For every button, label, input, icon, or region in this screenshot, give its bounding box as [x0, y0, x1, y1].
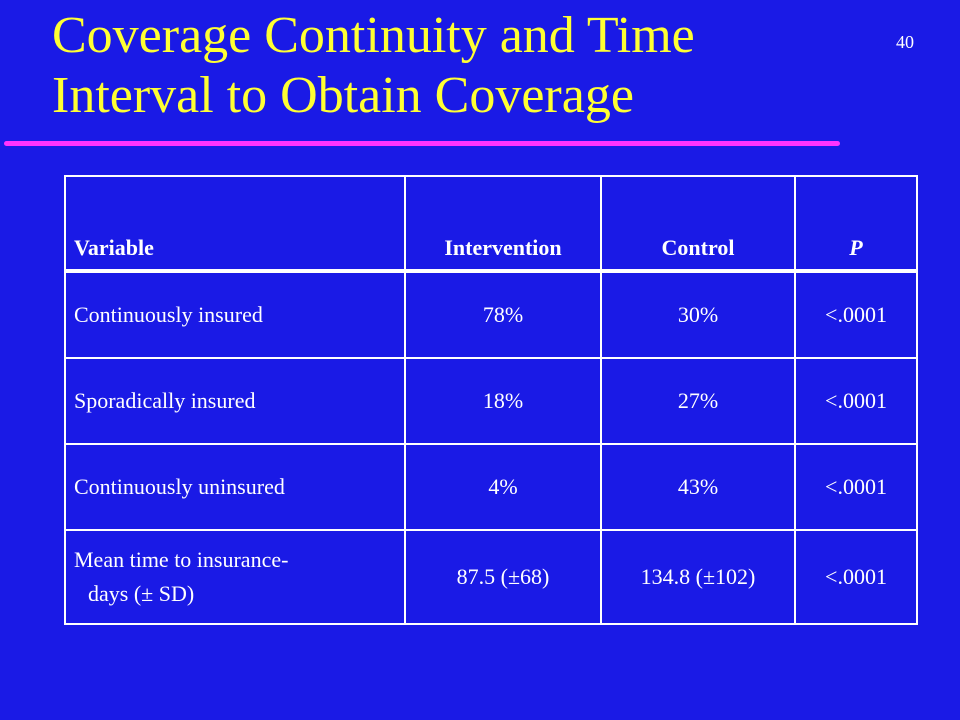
cell-p-value: <.0001: [794, 529, 918, 625]
slide-number: 40: [896, 32, 914, 52]
cell-variable-line-2: days (± SD): [88, 581, 195, 606]
slide-title-line-2: Interval to Obtain Coverage: [52, 67, 634, 124]
cell-variable: Mean time to insurance- days (± SD): [64, 529, 406, 625]
table-row: Mean time to insurance- days (± SD) 87.5…: [64, 529, 918, 625]
header-p-value: P: [794, 175, 918, 273]
cell-control: 134.8 (±102): [600, 529, 796, 625]
title-underline: [4, 141, 840, 146]
cell-p-value: <.0001: [794, 443, 918, 531]
cell-variable: Continuously uninsured: [64, 443, 406, 531]
cell-p-value: <.0001: [794, 357, 918, 445]
cell-variable: Continuously insured: [64, 270, 406, 359]
cell-intervention: 4%: [404, 443, 602, 531]
slide-title-line-1: Coverage Continuity and Time: [52, 7, 695, 64]
slide-title: Coverage Continuity and Time Interval to…: [52, 6, 852, 126]
cell-intervention: 78%: [404, 270, 602, 359]
cell-variable: Sporadically insured: [64, 357, 406, 445]
coverage-table: Variable Intervention Control P Continuo…: [64, 175, 918, 625]
cell-p-value: <.0001: [794, 270, 918, 359]
table-row: Continuously insured 78% 30% <.0001: [64, 270, 918, 359]
cell-control: 43%: [600, 443, 796, 531]
table-header-row: Variable Intervention Control P: [64, 175, 918, 273]
cell-variable-line-1: Mean time to insurance-: [74, 547, 289, 572]
header-intervention: Intervention: [404, 175, 602, 273]
header-control: Control: [600, 175, 796, 273]
cell-intervention: 18%: [404, 357, 602, 445]
cell-control: 27%: [600, 357, 796, 445]
header-variable: Variable: [64, 175, 406, 273]
cell-control: 30%: [600, 270, 796, 359]
cell-intervention: 87.5 (±68): [404, 529, 602, 625]
table-row: Continuously uninsured 4% 43% <.0001: [64, 443, 918, 531]
table-row: Sporadically insured 18% 27% <.0001: [64, 357, 918, 445]
